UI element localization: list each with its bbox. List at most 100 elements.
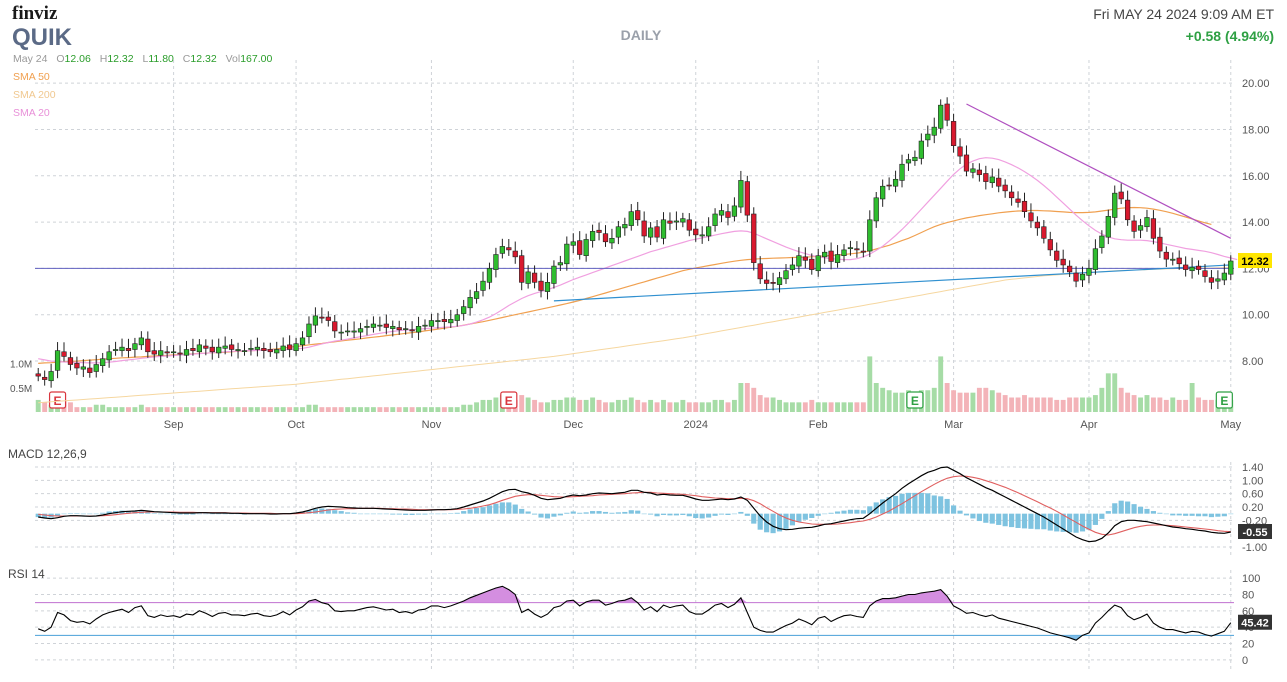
macd-histogram-bar bbox=[512, 504, 518, 514]
candle-body bbox=[834, 254, 841, 263]
candle-body bbox=[145, 338, 151, 353]
x-tick-label: Mar bbox=[944, 419, 963, 431]
macd-histogram-bar bbox=[1060, 513, 1066, 532]
volume-bar bbox=[673, 402, 679, 412]
volume-bar bbox=[216, 407, 222, 412]
candle-body bbox=[338, 331, 344, 334]
volume-bar bbox=[448, 407, 454, 412]
volume-bar bbox=[1189, 383, 1195, 412]
macd-histogram-bar bbox=[332, 510, 338, 514]
macd-histogram-bar bbox=[158, 513, 164, 515]
volume-label: Vol bbox=[226, 53, 241, 65]
macd-histogram-bar bbox=[93, 513, 99, 515]
candle-body bbox=[1221, 272, 1227, 281]
candle-body bbox=[409, 329, 415, 332]
volume-bar bbox=[209, 407, 215, 412]
macd-histogram-bar bbox=[1086, 513, 1092, 530]
macd-histogram-bar bbox=[506, 502, 512, 514]
open-value: 12.06 bbox=[65, 53, 91, 65]
candle-body bbox=[196, 344, 202, 353]
macd-histogram-bar bbox=[557, 513, 563, 516]
candle-body bbox=[1015, 198, 1021, 203]
volume-bar bbox=[1073, 397, 1079, 412]
volume-bar bbox=[280, 407, 286, 412]
volume-bar bbox=[454, 407, 460, 412]
volume-bar bbox=[622, 399, 628, 412]
volume-bar bbox=[306, 404, 312, 412]
candle-body bbox=[1150, 218, 1157, 239]
macd-histogram-bar bbox=[486, 505, 493, 514]
candle-body bbox=[480, 280, 486, 291]
volume-bar bbox=[777, 399, 782, 412]
macd-histogram-bar bbox=[1054, 513, 1060, 532]
volume-bar bbox=[319, 407, 325, 412]
volume-bar bbox=[1067, 397, 1073, 412]
volume-bar bbox=[87, 407, 93, 412]
candle-body bbox=[731, 205, 738, 217]
candle-body bbox=[1163, 251, 1169, 260]
macd-histogram-bar bbox=[519, 508, 525, 514]
candle-body bbox=[1144, 217, 1150, 228]
ohlc-readout: May 24 O12.06 H12.32 L11.80 C12.32 Vol16… bbox=[13, 53, 272, 65]
candle-body bbox=[1202, 270, 1208, 277]
x-tick-label: Feb bbox=[809, 419, 828, 431]
volume-bar bbox=[203, 407, 209, 412]
volume-bar bbox=[435, 407, 441, 412]
candle-body bbox=[996, 177, 1002, 187]
macd-histogram-bar bbox=[1105, 511, 1111, 514]
volume-bar bbox=[487, 399, 492, 412]
candle-body bbox=[1047, 239, 1053, 251]
volume-bar bbox=[332, 407, 338, 412]
grid-lines bbox=[35, 60, 1234, 670]
candle-body bbox=[473, 291, 480, 299]
macd-histogram-bar bbox=[1015, 513, 1021, 528]
candle-body bbox=[177, 352, 183, 355]
candle-body bbox=[170, 351, 177, 354]
volume-bar bbox=[312, 404, 318, 412]
macd-histogram-bar bbox=[357, 513, 364, 515]
macd-histogram-bar bbox=[1041, 513, 1047, 530]
candle-body bbox=[306, 323, 312, 338]
volume-bar bbox=[229, 407, 235, 412]
candle-body bbox=[74, 363, 80, 369]
price-change: +0.58 (4.94%) bbox=[1186, 28, 1274, 44]
volume-bar bbox=[667, 402, 673, 412]
macd-tick-label: 1.40 bbox=[1242, 462, 1263, 474]
macd-histogram-bar bbox=[538, 513, 544, 518]
candle-body bbox=[499, 246, 505, 254]
volume-bar bbox=[1022, 395, 1027, 412]
macd-histogram-bar bbox=[1092, 513, 1098, 525]
macd-histogram-bar bbox=[61, 513, 67, 515]
candle-body bbox=[1041, 226, 1047, 239]
volume-bar bbox=[1150, 397, 1156, 412]
x-tick-label: Nov bbox=[422, 419, 442, 431]
high-label: H bbox=[100, 53, 108, 65]
volume-bar bbox=[641, 402, 647, 412]
candle-body bbox=[1054, 250, 1060, 261]
macd-histogram-bar bbox=[1228, 513, 1234, 515]
volume-bar bbox=[158, 407, 164, 412]
candle-body bbox=[551, 265, 557, 284]
macd-histogram-bar bbox=[1079, 513, 1086, 532]
finviz-logo[interactable]: finviz bbox=[12, 3, 58, 24]
macd-histogram-bar bbox=[345, 512, 351, 514]
candle-body bbox=[925, 133, 931, 141]
volume-bar bbox=[899, 392, 905, 412]
candle-body bbox=[764, 279, 770, 284]
candle-body bbox=[712, 213, 718, 226]
macd-histogram-bar bbox=[828, 512, 834, 514]
candle-body bbox=[93, 364, 99, 372]
candle-body bbox=[422, 324, 428, 327]
candle-body bbox=[1073, 272, 1079, 282]
volume-bar bbox=[751, 387, 757, 412]
candle-body bbox=[822, 251, 828, 258]
volume-tick-label: 1.0M bbox=[10, 360, 32, 371]
volume-bar bbox=[654, 402, 660, 412]
candle-body bbox=[235, 349, 241, 351]
candle-body bbox=[441, 319, 447, 322]
candle-body bbox=[602, 233, 609, 243]
volume-bar bbox=[242, 407, 247, 412]
sma200-legend: SMA 200 bbox=[13, 89, 56, 101]
candle-body bbox=[370, 323, 377, 328]
